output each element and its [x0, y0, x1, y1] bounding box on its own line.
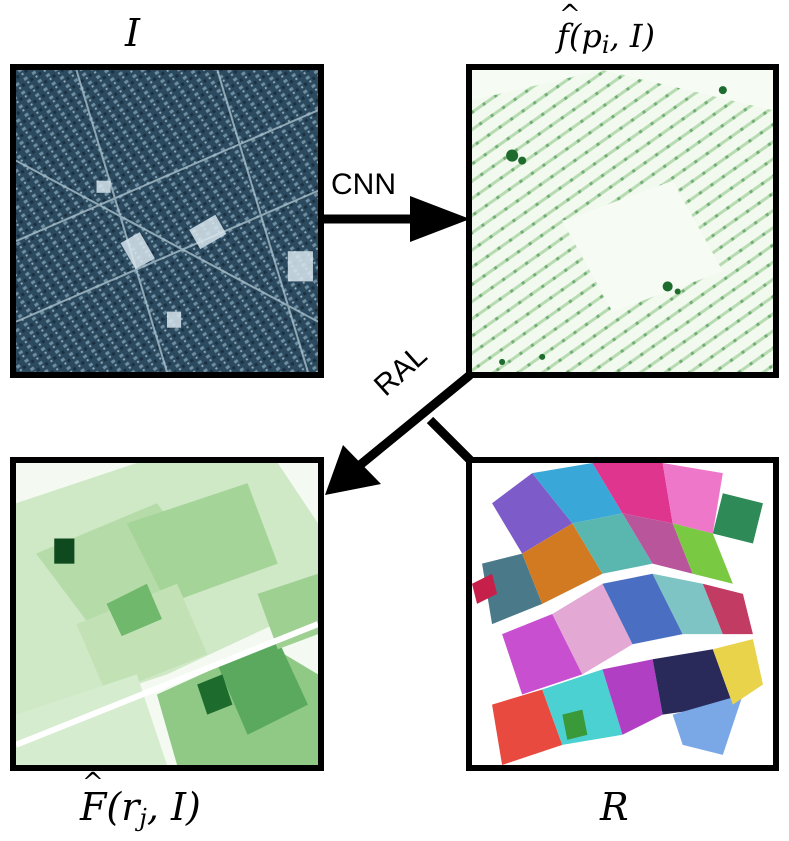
region-score-sub: j — [139, 804, 147, 832]
green-region-map-graphic — [16, 463, 318, 765]
green-heatmap-graphic — [472, 70, 773, 372]
pixel-score-sub: i — [601, 31, 610, 59]
ral-label: RAL — [368, 338, 434, 403]
color-segment-map-graphic — [472, 463, 773, 765]
region-score-tail: , I) — [146, 785, 201, 829]
regions-label: R — [600, 785, 629, 829]
pixel-score-label: f(pi, I) — [557, 2, 655, 59]
segmentation-regions — [466, 457, 779, 771]
pixel-score-map — [466, 64, 779, 378]
region-branch-line — [426, 416, 474, 464]
aerial-image-graphic — [16, 70, 318, 372]
input-aerial-image — [10, 64, 324, 378]
input-image-label: I — [125, 11, 141, 55]
pixel-score-base: f — [557, 2, 580, 52]
cnn-arrow — [324, 196, 470, 242]
region-score-label: F(rj, I) — [80, 770, 201, 832]
region-score-args: (r — [106, 785, 140, 829]
cnn-label: CNN — [331, 168, 396, 201]
region-score-base: F — [80, 770, 106, 826]
region-score-map — [10, 457, 324, 771]
pixel-score-tail: , I) — [609, 17, 655, 55]
